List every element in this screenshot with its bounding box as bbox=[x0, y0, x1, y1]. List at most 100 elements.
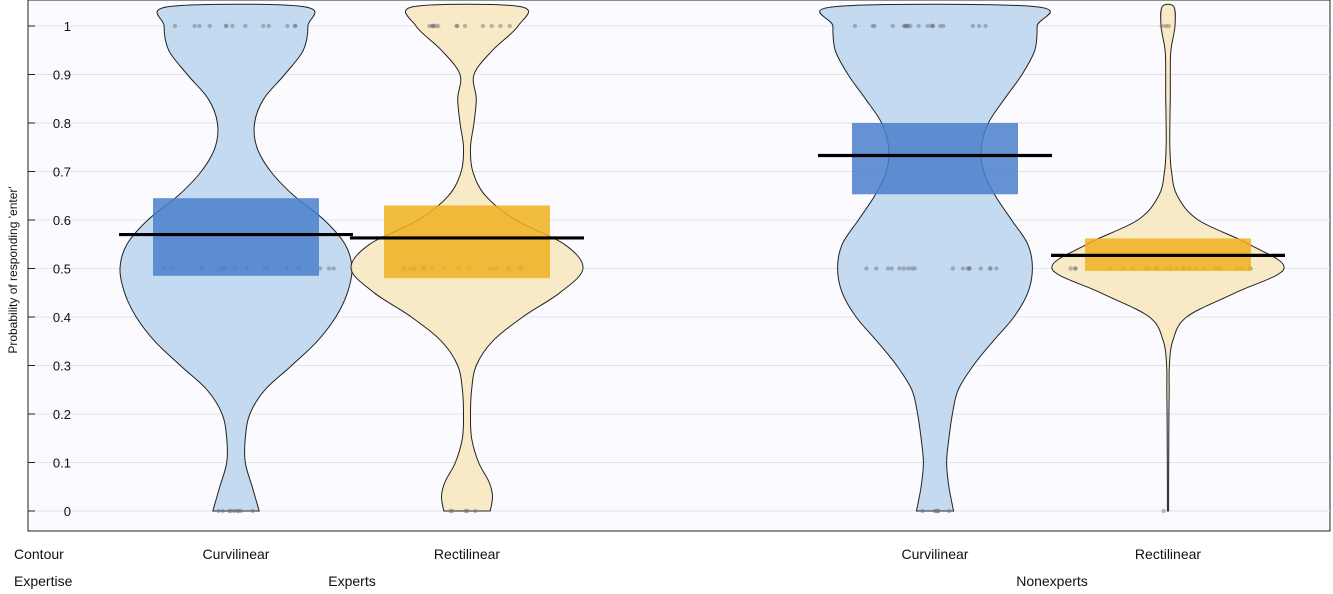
data-point bbox=[431, 23, 436, 29]
data-point bbox=[220, 508, 225, 514]
data-point bbox=[935, 508, 941, 514]
data-point bbox=[430, 23, 435, 29]
ci-box-experts-rectilinear bbox=[384, 205, 550, 279]
data-point bbox=[903, 23, 908, 29]
data-point bbox=[967, 266, 972, 271]
data-point bbox=[977, 23, 982, 29]
data-point bbox=[462, 23, 468, 29]
data-point bbox=[192, 23, 197, 29]
data-point bbox=[908, 23, 913, 29]
data-point bbox=[223, 23, 229, 29]
y-axis-ticks: 0 0.1 0.2 0.3 0.4 0.5 0.6 0.7 0.8 0.9 1 bbox=[28, 19, 71, 519]
data-point bbox=[433, 23, 438, 29]
data-point bbox=[950, 266, 956, 271]
row-label-contour: Contour bbox=[14, 546, 64, 562]
data-point bbox=[427, 23, 432, 29]
data-point bbox=[946, 508, 952, 514]
y-tick-label: 0.2 bbox=[53, 407, 71, 422]
data-point bbox=[930, 23, 936, 29]
y-tick-label: 0.7 bbox=[53, 165, 71, 180]
data-point bbox=[207, 23, 212, 29]
data-point bbox=[872, 23, 877, 29]
data-point bbox=[870, 23, 875, 29]
y-tick-label: 0.5 bbox=[53, 262, 71, 277]
data-point bbox=[970, 23, 976, 29]
data-point bbox=[912, 266, 917, 271]
x-label-expertise: Nonexperts bbox=[1016, 573, 1088, 589]
data-point bbox=[889, 266, 894, 271]
data-point bbox=[966, 266, 972, 271]
ci-box-nonexperts-curvilinear bbox=[852, 123, 1018, 195]
data-point bbox=[228, 508, 234, 514]
data-point bbox=[250, 508, 255, 514]
data-point bbox=[331, 266, 336, 271]
data-point bbox=[1161, 508, 1166, 514]
data-point bbox=[897, 266, 902, 271]
data-point bbox=[227, 508, 232, 514]
data-point bbox=[235, 508, 240, 514]
y-tick-label: 1 bbox=[64, 19, 71, 34]
x-label-contour: Curvilinear bbox=[203, 546, 270, 562]
data-point bbox=[465, 508, 470, 514]
data-point bbox=[885, 266, 891, 271]
data-point bbox=[941, 23, 946, 29]
y-tick-label: 0.1 bbox=[53, 456, 71, 471]
data-point bbox=[454, 23, 459, 29]
data-point bbox=[1072, 266, 1078, 271]
x-label-expertise: Experts bbox=[328, 573, 375, 589]
data-point bbox=[230, 23, 235, 29]
x-label-contour: Rectilinear bbox=[434, 546, 500, 562]
y-tick-label: 0.8 bbox=[53, 116, 71, 131]
data-point bbox=[216, 508, 221, 514]
data-point bbox=[932, 508, 937, 514]
data-point bbox=[905, 23, 910, 29]
data-point bbox=[266, 23, 271, 29]
data-point bbox=[463, 508, 468, 514]
data-point bbox=[172, 23, 178, 29]
data-point bbox=[1073, 266, 1079, 271]
data-point bbox=[326, 266, 332, 271]
data-point bbox=[224, 23, 229, 29]
data-point bbox=[874, 266, 879, 271]
data-point bbox=[965, 266, 970, 271]
data-point bbox=[988, 266, 993, 271]
data-point bbox=[318, 266, 323, 271]
data-point bbox=[929, 23, 934, 29]
data-point bbox=[232, 508, 237, 514]
ci-box-experts-curvilinear bbox=[153, 198, 319, 276]
x-axis-labels: Experts Curvilinear Rectilinear Nonexperts C… bbox=[203, 546, 1202, 589]
data-point bbox=[448, 508, 453, 514]
violin-nonexperts-curvilinear bbox=[819, 3, 1051, 512]
data-point bbox=[938, 23, 943, 29]
data-point bbox=[901, 23, 907, 29]
data-point bbox=[890, 23, 895, 29]
data-point bbox=[978, 266, 983, 271]
y-tick-label: 0 bbox=[64, 504, 71, 519]
data-point bbox=[901, 266, 906, 271]
data-point bbox=[1159, 23, 1164, 29]
data-point bbox=[852, 23, 858, 29]
data-point bbox=[436, 23, 441, 29]
data-point bbox=[987, 266, 993, 271]
data-point bbox=[909, 266, 915, 271]
y-tick-label: 0.3 bbox=[53, 359, 71, 374]
data-point bbox=[480, 23, 486, 29]
data-point bbox=[864, 266, 869, 271]
data-point bbox=[430, 23, 436, 29]
mean-lines bbox=[119, 153, 1285, 258]
data-point bbox=[197, 23, 202, 29]
data-point bbox=[920, 508, 925, 514]
data-point bbox=[489, 23, 494, 29]
data-point bbox=[902, 23, 908, 29]
x-label-contour: Rectilinear bbox=[1135, 546, 1201, 562]
data-point bbox=[293, 23, 298, 29]
data-point bbox=[925, 23, 930, 29]
y-tick-label: 0.6 bbox=[53, 213, 71, 228]
data-point bbox=[455, 23, 460, 29]
data-point bbox=[1163, 23, 1168, 29]
data-point bbox=[261, 23, 266, 29]
x-label-contour: Curvilinear bbox=[902, 546, 969, 562]
data-point bbox=[994, 266, 999, 271]
data-point bbox=[1166, 23, 1171, 29]
